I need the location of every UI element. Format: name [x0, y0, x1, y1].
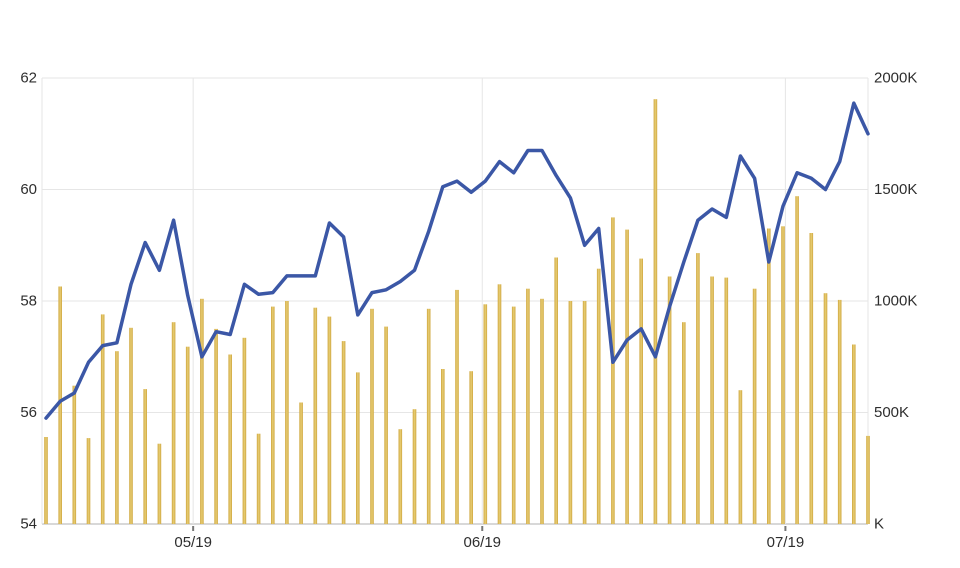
volume-bar — [682, 322, 686, 524]
volume-bar — [356, 372, 360, 524]
volume-bar — [625, 229, 629, 524]
price-axis-label: 54 — [20, 516, 37, 533]
volume-axis-label: 500K — [874, 404, 909, 421]
volume-bar — [228, 354, 232, 524]
volume-bar — [100, 314, 105, 524]
volume-bar — [214, 328, 218, 524]
volume-bar — [823, 293, 828, 524]
volume-bar — [696, 253, 700, 524]
volume-bar — [540, 298, 544, 524]
volume-bar — [738, 390, 743, 524]
volume-bar — [341, 341, 346, 524]
volume-bar — [781, 226, 785, 525]
price-line — [44, 101, 870, 420]
volume-bar — [554, 257, 558, 524]
volume-bar — [497, 284, 502, 524]
volume-bar — [667, 276, 672, 524]
volume-bar — [327, 316, 332, 524]
volume-axis-label: K — [874, 516, 884, 533]
volume-bar — [767, 228, 771, 524]
volume-axis-label: 1000K — [874, 293, 917, 310]
volume-bar — [370, 308, 374, 524]
volume-bar — [455, 289, 459, 524]
volume-bar — [313, 307, 318, 524]
volume-bar — [299, 402, 303, 524]
volume-bar — [398, 429, 403, 524]
volume-bar — [58, 286, 62, 524]
volume-bar — [866, 435, 870, 524]
volume-bar — [511, 306, 516, 524]
volume-bar — [200, 298, 204, 524]
volume-bar — [724, 277, 729, 524]
price-axis-label: 56 — [20, 404, 37, 421]
volume-bar — [129, 327, 133, 524]
price-axis-label: 62 — [20, 70, 37, 87]
volume-bar — [115, 351, 119, 524]
volume-bar — [412, 409, 417, 524]
price-axis-label: 58 — [20, 293, 37, 310]
volume-bar — [469, 371, 473, 524]
volume-bar — [441, 369, 445, 524]
volume-axis-label: 2000K — [874, 70, 917, 87]
volume-bar — [809, 233, 814, 524]
date-axis-label: 07/19 — [767, 534, 805, 551]
volume-bar — [271, 306, 275, 524]
volume-bar — [611, 217, 615, 524]
volume-bar — [157, 443, 162, 524]
volume-bar — [710, 276, 714, 524]
volume-bar — [852, 344, 856, 524]
volume-bar — [582, 301, 587, 524]
volume-axis-label: 1500K — [874, 181, 917, 198]
volume-bar — [426, 308, 431, 524]
volume-bar — [639, 258, 643, 524]
volume-bar — [596, 268, 601, 524]
volume-bar — [568, 301, 573, 524]
volume-bar — [242, 337, 247, 524]
date-axis-label: 06/19 — [463, 534, 501, 551]
volume-bar — [752, 288, 757, 524]
date-axis-label: 05/19 — [174, 534, 212, 551]
price-axis-label: 60 — [20, 181, 37, 198]
volume-bar — [285, 301, 289, 524]
volume-bar — [795, 196, 799, 524]
volume-bar — [86, 438, 91, 524]
volume-bar — [526, 288, 530, 524]
volume-bar — [483, 304, 488, 524]
volume-bar — [72, 385, 77, 524]
volume-bar — [185, 346, 190, 524]
volume-bar — [653, 99, 658, 524]
volume-bar — [384, 326, 388, 524]
volume-bar — [171, 322, 176, 524]
volume-bar — [44, 437, 48, 524]
volume-bar — [837, 299, 842, 524]
volume-bar — [143, 389, 147, 524]
volume-bar — [256, 433, 261, 524]
